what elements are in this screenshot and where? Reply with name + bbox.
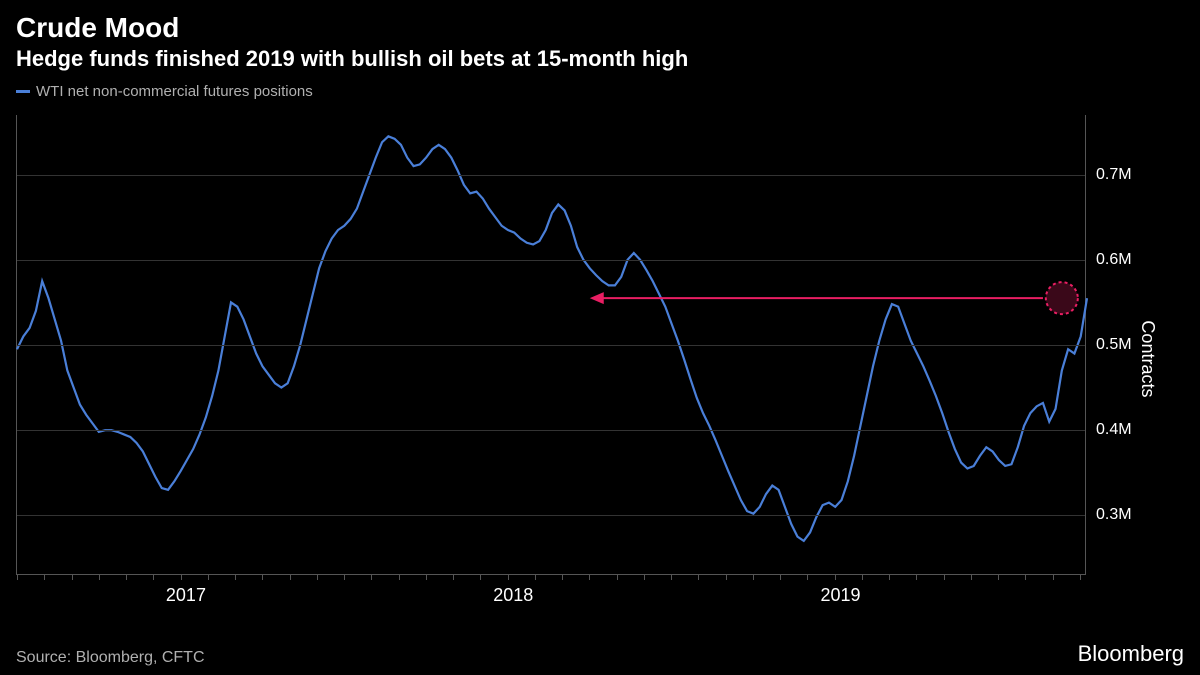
x-tick — [262, 574, 263, 580]
x-tick — [944, 574, 945, 580]
x-tick — [835, 574, 836, 580]
x-tick — [617, 574, 618, 580]
chart-area: Contracts 0.3M0.4M0.5M0.6M0.7M2017201820… — [16, 115, 1136, 605]
x-tick — [208, 574, 209, 580]
x-tick-label: 2017 — [166, 585, 206, 606]
y-tick-label: 0.4M — [1096, 421, 1132, 439]
x-tick — [807, 574, 808, 580]
x-tick — [17, 574, 18, 580]
gridline — [17, 430, 1085, 431]
x-tick — [562, 574, 563, 580]
x-tick — [698, 574, 699, 580]
y-tick-label: 0.6M — [1096, 251, 1132, 269]
gridline — [17, 260, 1085, 261]
x-tick — [862, 574, 863, 580]
x-tick — [371, 574, 372, 580]
x-tick — [72, 574, 73, 580]
x-tick — [589, 574, 590, 580]
x-tick — [1025, 574, 1026, 580]
gridline — [17, 175, 1085, 176]
x-tick — [290, 574, 291, 580]
x-tick — [1053, 574, 1054, 580]
x-tick — [753, 574, 754, 580]
x-tick — [44, 574, 45, 580]
x-tick — [726, 574, 727, 580]
chart-legend: WTI net non-commercial futures positions — [0, 76, 1200, 104]
x-tick-label: 2018 — [493, 585, 533, 606]
x-tick — [181, 574, 182, 580]
y-axis-title: Contracts — [1137, 320, 1158, 397]
y-tick-label: 0.3M — [1096, 506, 1132, 524]
gridline — [17, 515, 1085, 516]
chart-subtitle: Hedge funds finished 2019 with bullish o… — [16, 46, 1184, 72]
arrow-head-icon — [590, 292, 604, 304]
data-line — [17, 136, 1087, 541]
x-tick — [480, 574, 481, 580]
x-tick — [644, 574, 645, 580]
x-tick — [344, 574, 345, 580]
chart-title: Crude Mood — [16, 12, 1184, 44]
x-tick — [426, 574, 427, 580]
y-tick-label: 0.7M — [1096, 166, 1132, 184]
brand-logo: Bloomberg — [1078, 641, 1184, 667]
x-tick — [889, 574, 890, 580]
x-tick — [508, 574, 509, 580]
x-tick — [153, 574, 154, 580]
x-tick — [235, 574, 236, 580]
chart-plot — [16, 115, 1086, 575]
chart-footer: Source: Bloomberg, CFTC Bloomberg — [16, 641, 1184, 667]
y-tick-label: 0.5M — [1096, 336, 1132, 354]
source-text: Source: Bloomberg, CFTC — [16, 649, 205, 667]
legend-swatch-icon — [16, 90, 30, 93]
x-tick — [126, 574, 127, 580]
x-tick — [916, 574, 917, 580]
gridline — [17, 345, 1085, 346]
x-tick — [998, 574, 999, 580]
highlight-circle-icon — [1046, 282, 1078, 314]
x-tick — [399, 574, 400, 580]
x-tick — [535, 574, 536, 580]
chart-header: Crude Mood Hedge funds finished 2019 wit… — [0, 0, 1200, 76]
x-tick — [453, 574, 454, 580]
x-tick — [671, 574, 672, 580]
x-tick-label: 2019 — [820, 585, 860, 606]
x-tick — [780, 574, 781, 580]
x-tick — [99, 574, 100, 580]
x-tick — [317, 574, 318, 580]
x-tick — [1080, 574, 1081, 580]
legend-label: WTI net non-commercial futures positions — [36, 83, 313, 100]
x-tick — [971, 574, 972, 580]
legend-item: WTI net non-commercial futures positions — [16, 83, 313, 100]
